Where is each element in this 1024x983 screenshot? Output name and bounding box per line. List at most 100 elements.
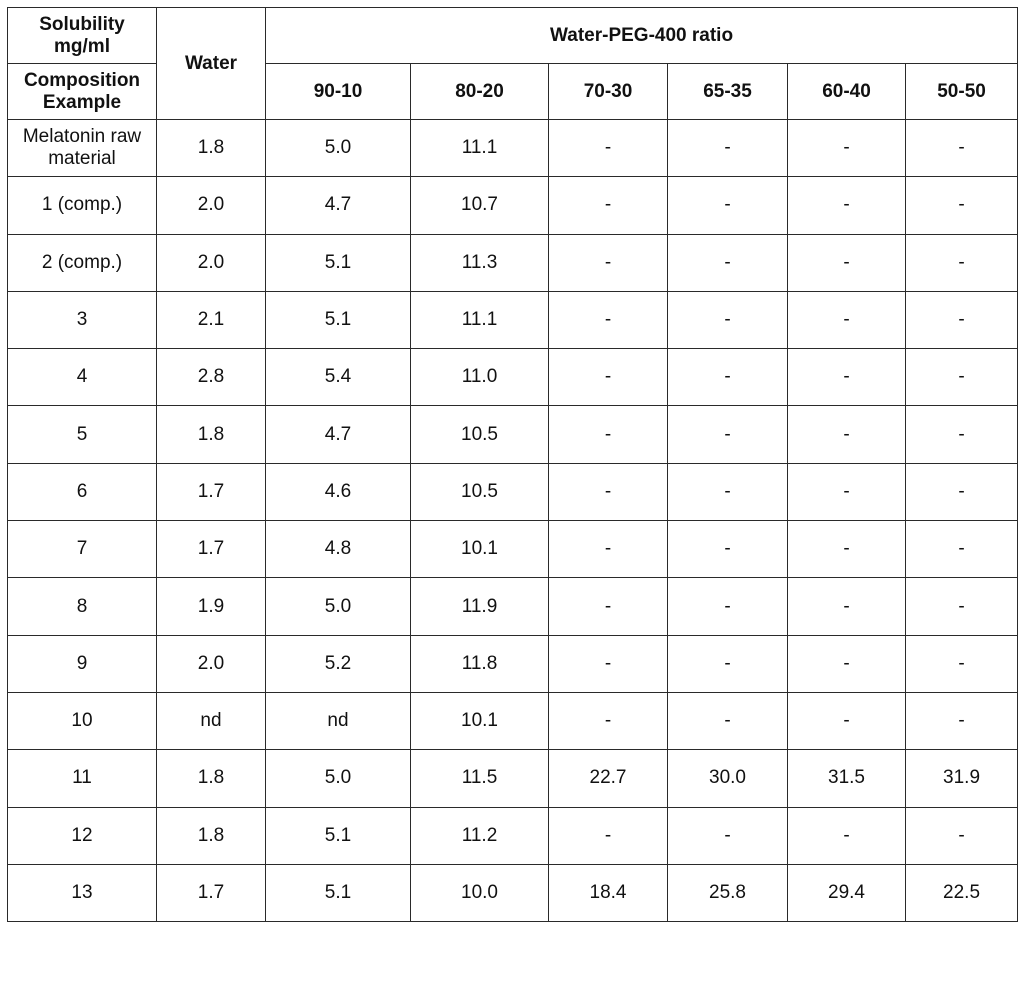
solubility-header: Solubility mg/ml [7, 7, 157, 64]
composition-cell: 8 [7, 577, 157, 636]
value-cell: 5.1 [265, 806, 411, 865]
composition-cell: 5 [7, 405, 157, 464]
composition-cell: 2 (comp.) [7, 233, 157, 292]
value-cell: - [904, 233, 1019, 292]
ratio-header: 65-35 [667, 63, 788, 120]
value-cell: 5.1 [265, 863, 411, 923]
value-cell: - [787, 233, 906, 292]
value-cell: - [787, 176, 906, 235]
value-cell: - [548, 806, 668, 865]
value-cell: 10.5 [410, 462, 549, 522]
table-row: 7 1.7 4.8 10.1- - - - [7, 520, 1019, 579]
table-row: 8 1.9 5.0 11.9- - - - [7, 577, 1019, 636]
composition-cell: 11 [7, 749, 157, 808]
value-cell: - [667, 405, 788, 464]
value-cell: 10.1 [410, 691, 549, 751]
table-row: 11 1.8 5.0 11.5 22.7 30.0 31.5 31.9 [7, 749, 1019, 808]
value-cell: 10.0 [410, 863, 549, 923]
value-cell: - [548, 577, 668, 636]
value-cell: 1.7 [156, 462, 266, 522]
value-cell: - [787, 118, 906, 178]
value-cell: - [548, 634, 668, 693]
ratio-header: 80-20 [410, 63, 549, 120]
value-cell: - [667, 634, 788, 693]
table-row: 1 (comp.) 2.0 4.7 10.7- - - - [7, 176, 1019, 235]
value-cell: 1.9 [156, 577, 266, 636]
value-cell: 10.5 [410, 405, 549, 464]
value-cell: - [904, 577, 1019, 636]
value-cell: - [787, 634, 906, 693]
value-cell: - [667, 118, 788, 178]
value-cell: 11.8 [410, 634, 549, 693]
value-cell: - [787, 348, 906, 407]
value-cell: 11.2 [410, 806, 549, 865]
value-cell: - [787, 520, 906, 579]
value-cell: 2.0 [156, 176, 266, 235]
value-cell: 18.4 [548, 863, 668, 923]
value-cell: - [904, 290, 1019, 350]
value-cell: 11.1 [410, 290, 549, 350]
value-cell: - [548, 118, 668, 178]
value-cell: 5.1 [265, 233, 411, 292]
value-cell: - [667, 176, 788, 235]
value-cell: nd [156, 691, 266, 751]
table-row: 13 1.7 5.1 10.0 18.4 25.8 29.4 22.5 [7, 863, 1019, 923]
composition-cell: 7 [7, 520, 157, 579]
value-cell: - [548, 462, 668, 522]
value-cell: 2.0 [156, 233, 266, 292]
value-cell: 29.4 [787, 863, 906, 923]
value-cell: 11.0 [410, 348, 549, 407]
value-cell: - [667, 233, 788, 292]
value-cell: - [548, 691, 668, 751]
value-cell: 25.8 [667, 863, 788, 923]
table-row: 12 1.8 5.1 11.2- - - - [7, 806, 1019, 865]
value-cell: 4.7 [265, 405, 411, 464]
value-cell: 11.1 [410, 118, 549, 178]
value-cell: 2.0 [156, 634, 266, 693]
value-cell: 5.0 [265, 577, 411, 636]
value-cell: 5.2 [265, 634, 411, 693]
ratio-header: 70-30 [548, 63, 668, 120]
value-cell: 1.7 [156, 520, 266, 579]
value-cell: nd [265, 691, 411, 751]
value-cell: 5.4 [265, 348, 411, 407]
value-cell: - [904, 405, 1019, 464]
value-cell: 1.7 [156, 863, 266, 923]
value-cell: - [787, 691, 906, 751]
value-cell: - [548, 176, 668, 235]
value-cell: - [667, 577, 788, 636]
value-cell: 2.8 [156, 348, 266, 407]
table-row: 3 2.1 5.1 11.1- - - - [7, 290, 1019, 350]
value-cell: - [787, 462, 906, 522]
value-cell: - [667, 348, 788, 407]
composition-cell: Melatonin raw material [7, 118, 157, 178]
value-cell: 22.7 [548, 749, 668, 808]
value-cell: - [667, 290, 788, 350]
table-body: Melatonin raw material 1.8 5.0 11.1- - - -1 (c… [7, 118, 1019, 923]
table-row: 2 (comp.) 2.0 5.1 11.3- - - - [7, 233, 1019, 292]
ratio-group-header: Water-PEG-400 ratio [264, 7, 1019, 64]
value-cell: 5.0 [265, 749, 411, 808]
value-cell: - [548, 290, 668, 350]
value-cell: - [904, 462, 1019, 522]
value-cell: 22.5 [904, 863, 1019, 923]
value-cell: 4.7 [265, 176, 411, 235]
composition-cell: 13 [7, 863, 157, 923]
table-row: 6 1.7 4.6 10.5- - - - [7, 462, 1019, 522]
value-cell: 4.8 [265, 520, 411, 579]
value-cell: - [904, 118, 1019, 178]
value-cell: - [904, 806, 1019, 865]
composition-cell: 3 [7, 290, 157, 350]
value-cell: - [667, 691, 788, 751]
composition-cell: 6 [7, 462, 157, 522]
value-cell: 1.8 [156, 405, 266, 464]
ratio-header: 90-10 [265, 63, 411, 120]
water-header: Water [156, 7, 266, 120]
value-cell: 5.0 [265, 118, 411, 178]
composition-cell: 1 (comp.) [7, 176, 157, 235]
value-cell: - [787, 405, 906, 464]
value-cell: - [787, 806, 906, 865]
value-cell: 31.5 [787, 749, 906, 808]
value-cell: - [667, 520, 788, 579]
